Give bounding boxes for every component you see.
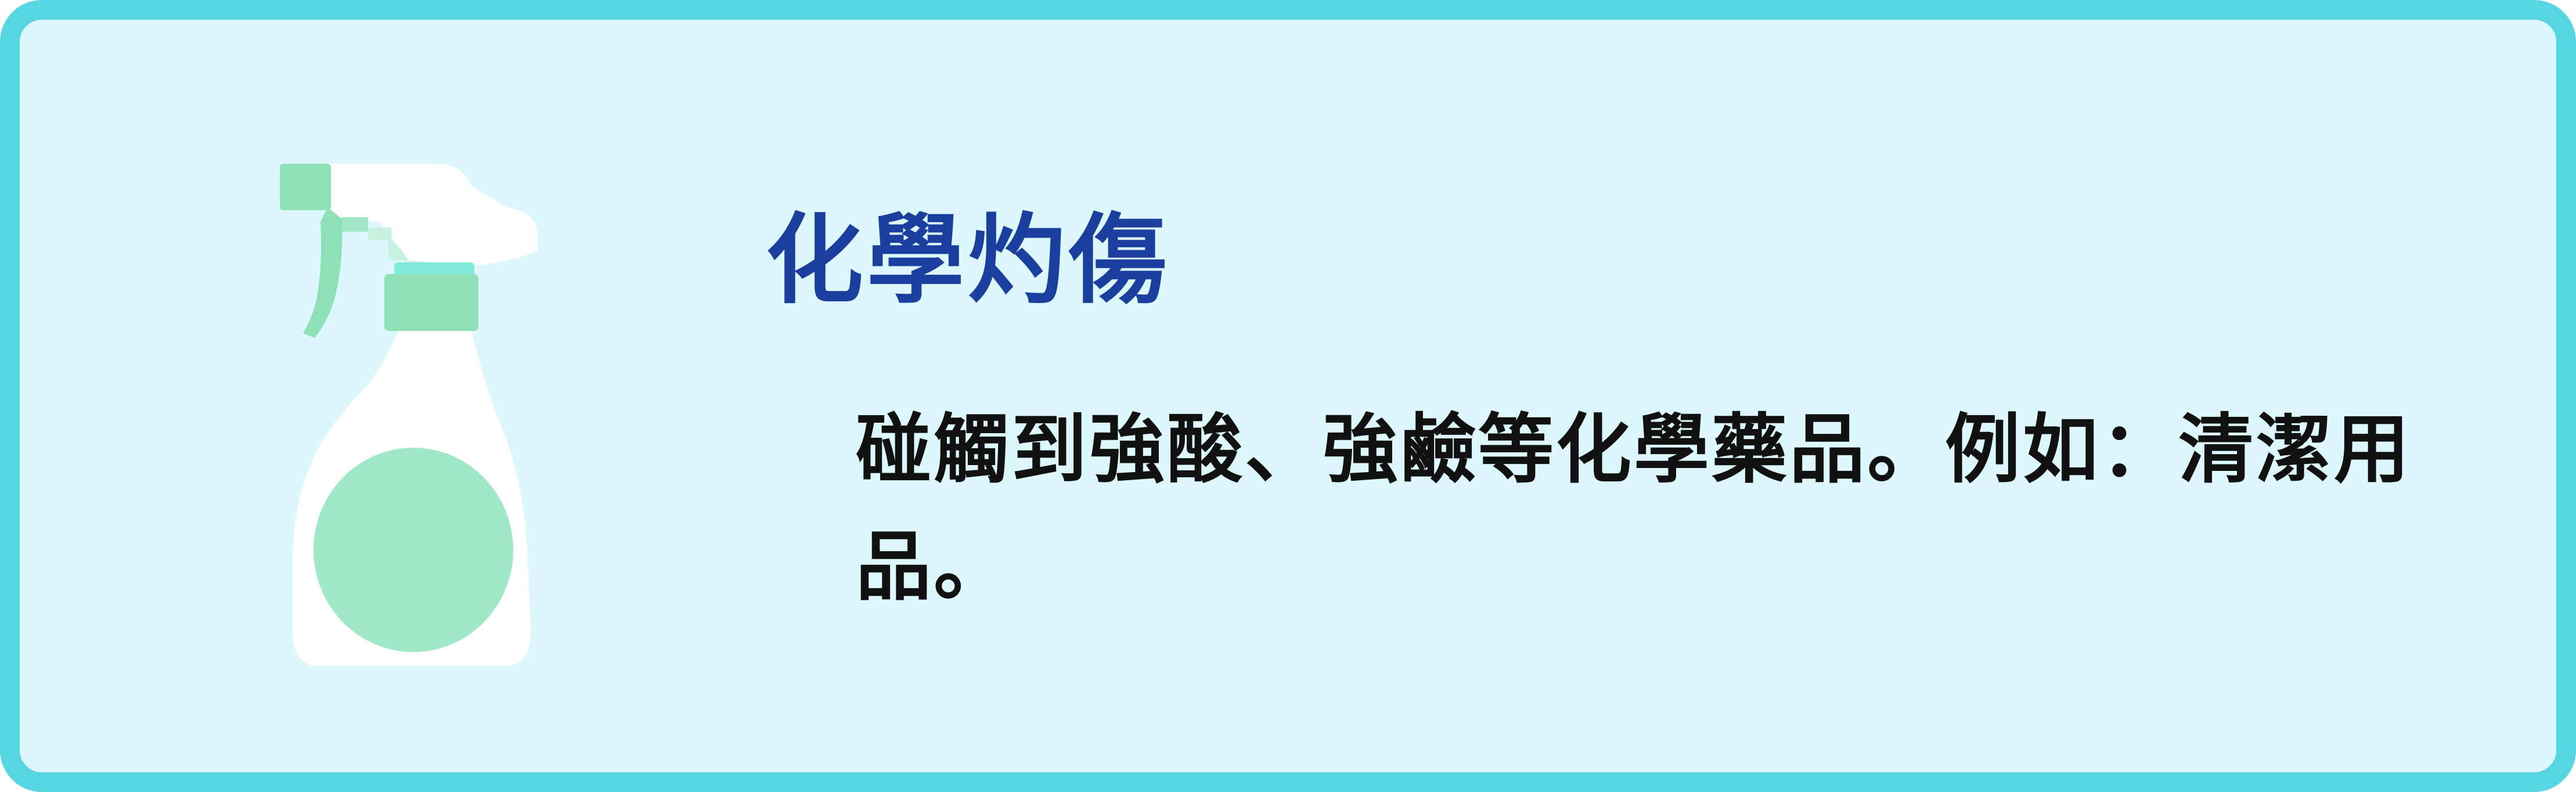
nozzle-connector [342, 217, 368, 232]
spray-head [325, 164, 538, 268]
nozzle-connector-2 [368, 228, 391, 240]
card-title: 化學灼傷 [766, 203, 1170, 317]
nozzle-tip [280, 164, 331, 210]
bottle-label [314, 448, 513, 652]
spray-trigger [303, 207, 343, 338]
spray-bottle-icon [280, 164, 538, 666]
bottle-cap [384, 274, 478, 331]
card-description: 碰觸到強酸、強鹼等化學藥品。例如：清潔用品。 [856, 405, 2412, 611]
